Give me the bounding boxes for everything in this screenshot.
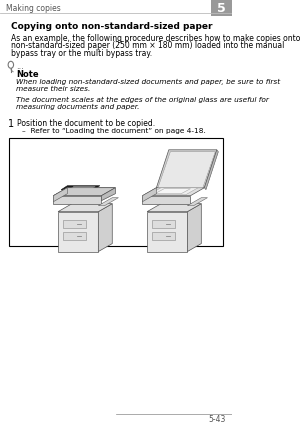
Polygon shape [53,196,101,204]
Bar [63,232,86,240]
Text: Position the document to be copied.: Position the document to be copied. [17,119,155,128]
Polygon shape [188,204,201,252]
Polygon shape [142,188,204,196]
FancyBboxPatch shape [211,0,232,16]
Text: 1: 1 [8,119,14,129]
Polygon shape [53,188,116,196]
Text: Making copies: Making copies [6,4,61,13]
Polygon shape [98,204,112,252]
Polygon shape [53,188,116,196]
Polygon shape [142,188,156,202]
Text: non-standard-sized paper (250 mm × 180 mm) loaded into the manual: non-standard-sized paper (250 mm × 180 m… [11,42,284,51]
Text: When loading non-standard-sized documents and paper, be sure to first: When loading non-standard-sized document… [16,79,280,85]
Text: measuring documents and paper.: measuring documents and paper. [16,104,140,110]
Polygon shape [69,187,95,190]
Text: The document scales at the edges of the original glass are useful for: The document scales at the edges of the … [16,97,269,103]
Text: ...: ... [16,62,24,71]
Text: measure their sizes.: measure their sizes. [16,85,91,91]
Bar [152,220,175,228]
Polygon shape [155,189,190,194]
Polygon shape [147,204,201,212]
Polygon shape [101,188,116,201]
Polygon shape [142,196,190,204]
Polygon shape [188,198,208,206]
Text: As an example, the following procedure describes how to make copies onto: As an example, the following procedure d… [11,34,300,43]
Polygon shape [98,198,118,206]
Polygon shape [61,186,100,190]
Bar [9,138,223,246]
Polygon shape [156,150,217,188]
Bar [63,220,86,228]
Text: 5-43: 5-43 [209,415,226,424]
Bar [152,232,175,240]
Polygon shape [158,152,215,188]
Text: –  Refer to “Loading the document” on page 4-18.: – Refer to “Loading the document” on pag… [22,128,206,134]
Text: 5: 5 [217,2,226,15]
Polygon shape [147,212,188,252]
Polygon shape [58,212,98,252]
Text: Note: Note [16,70,39,79]
Text: Copying onto non-standard-sized paper: Copying onto non-standard-sized paper [11,22,212,31]
Text: bypass tray or the multi bypass tray.: bypass tray or the multi bypass tray. [11,48,152,58]
Polygon shape [149,188,198,195]
Polygon shape [53,188,68,202]
Polygon shape [204,150,218,190]
Polygon shape [58,204,112,212]
